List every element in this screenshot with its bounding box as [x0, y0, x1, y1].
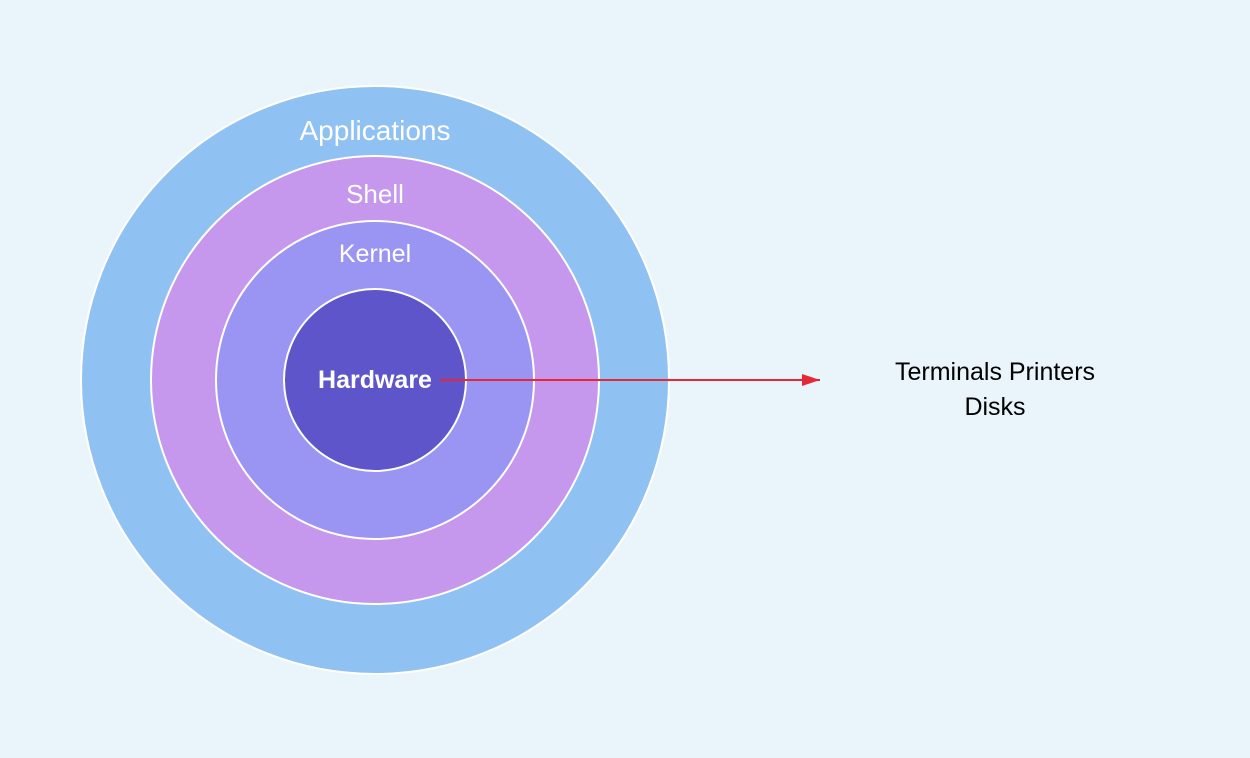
ring-label-hardware: Hardware: [318, 366, 432, 470]
ring-hardware: Hardware: [283, 288, 467, 472]
callout-text: Terminals Printers Disks: [855, 355, 1135, 425]
diagram-canvas: Applications Shell Kernel Hardware Termi…: [0, 0, 1250, 758]
callout-line2: Disks: [964, 393, 1025, 421]
callout-line1: Terminals Printers: [895, 358, 1095, 386]
